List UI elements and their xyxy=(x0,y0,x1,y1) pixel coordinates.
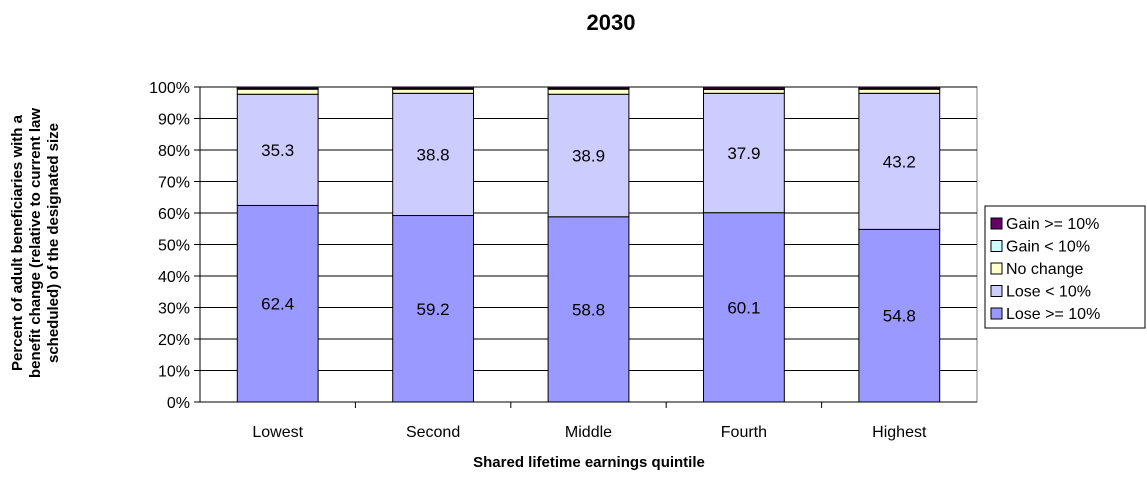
x-tick-label: Second xyxy=(406,424,460,441)
chart-title: 2030 xyxy=(587,10,636,35)
bar-segment-no-change xyxy=(702,89,785,94)
data-label: 62.4 xyxy=(261,295,294,314)
bar-segment-gain-10- xyxy=(547,86,630,90)
y-tick-label: 50% xyxy=(158,238,190,255)
y-tick-label: 90% xyxy=(158,112,190,129)
data-label: 54.8 xyxy=(883,307,916,326)
y-tick-label: 100% xyxy=(149,80,190,97)
y-tick-label: 40% xyxy=(158,269,190,286)
legend-label: No change xyxy=(1006,261,1083,278)
bar-segment-lose-10- xyxy=(702,212,785,403)
bar-segment-no-change xyxy=(392,88,475,94)
bar-segment-no-change xyxy=(858,88,941,94)
y-tick-label: 0% xyxy=(167,395,190,412)
legend-label: Lose >= 10% xyxy=(1006,306,1100,323)
bar-segment-gain-10- xyxy=(702,86,785,90)
bar-segment-lose-10- xyxy=(236,93,319,206)
axes: 0% 10% 20% 30% 40% 50% 60% 70% 80% 90% 100% Lowest S… xyxy=(149,80,977,441)
legend: Gain >= 10% Gain < 10% No change Lose < 10%… xyxy=(984,205,1146,329)
legend-swatch xyxy=(990,285,1003,297)
bar-segment-lose-10- xyxy=(392,92,475,217)
y-axis-title-line-3: scheduled) of the designated size xyxy=(45,123,62,363)
bar-segment-lose-10- xyxy=(547,216,630,403)
x-tick-label: Lowest xyxy=(252,424,303,441)
legend-swatch xyxy=(990,240,1003,252)
bar-segment-gain-10- xyxy=(392,86,475,90)
y-axis-title: Percent of adult beneficiaries with a be… xyxy=(9,108,62,378)
y-tick-label: 80% xyxy=(158,143,190,160)
x-tick-label: Middle xyxy=(565,424,612,441)
data-label: 43.2 xyxy=(883,152,916,171)
bar-segment-lose-10- xyxy=(858,92,941,230)
y-axis-title-line-2: benefit change (relative to current law xyxy=(27,108,44,378)
y-tick-label: 10% xyxy=(158,364,190,381)
data-label: 58.8 xyxy=(572,300,605,319)
bars xyxy=(236,86,941,403)
legend-box xyxy=(984,205,1146,329)
bar-segment-no-change xyxy=(547,88,630,95)
legend-label: Gain >= 10% xyxy=(1006,216,1099,233)
legend-label: Gain < 10% xyxy=(1006,239,1090,256)
legend-swatch xyxy=(990,217,1003,230)
data-label: 59.2 xyxy=(417,300,450,319)
y-tick-label: 60% xyxy=(158,206,190,223)
legend-swatch xyxy=(990,307,1003,320)
bar-segment-lose-10- xyxy=(702,92,785,214)
y-axis-title-line-1: Percent of adult beneficiaries with a xyxy=(9,114,26,371)
data-label: 60.1 xyxy=(727,298,760,317)
bar-segment-no-change xyxy=(236,88,319,95)
data-label: 35.3 xyxy=(261,141,294,160)
bar-segment-lose-10- xyxy=(236,204,319,403)
legend-label: Lose < 10% xyxy=(1006,284,1091,301)
legend-swatch xyxy=(990,262,1003,275)
x-tick-label: Highest xyxy=(872,424,927,441)
data-label: 38.9 xyxy=(572,147,605,166)
bar-segment-lose-10- xyxy=(858,228,941,403)
bar-segment-gain-10- xyxy=(858,86,941,90)
bar-segment-gain-10- xyxy=(236,86,319,90)
y-tick-label: 20% xyxy=(158,332,190,349)
x-tick-label: Fourth xyxy=(721,424,767,441)
x-axis-title: Shared lifetime earnings quintile xyxy=(473,454,705,471)
data-labels: 62.4 35.3 59.2 38.8 58.8 38.9 60.1 37.9 54.8 43.2 xyxy=(261,141,916,326)
bar-segment-lose-10- xyxy=(547,93,630,218)
y-tick-label: 70% xyxy=(158,175,190,192)
data-label: 37.9 xyxy=(727,144,760,163)
y-tick-label: 30% xyxy=(158,301,190,318)
data-label: 38.8 xyxy=(417,145,450,164)
